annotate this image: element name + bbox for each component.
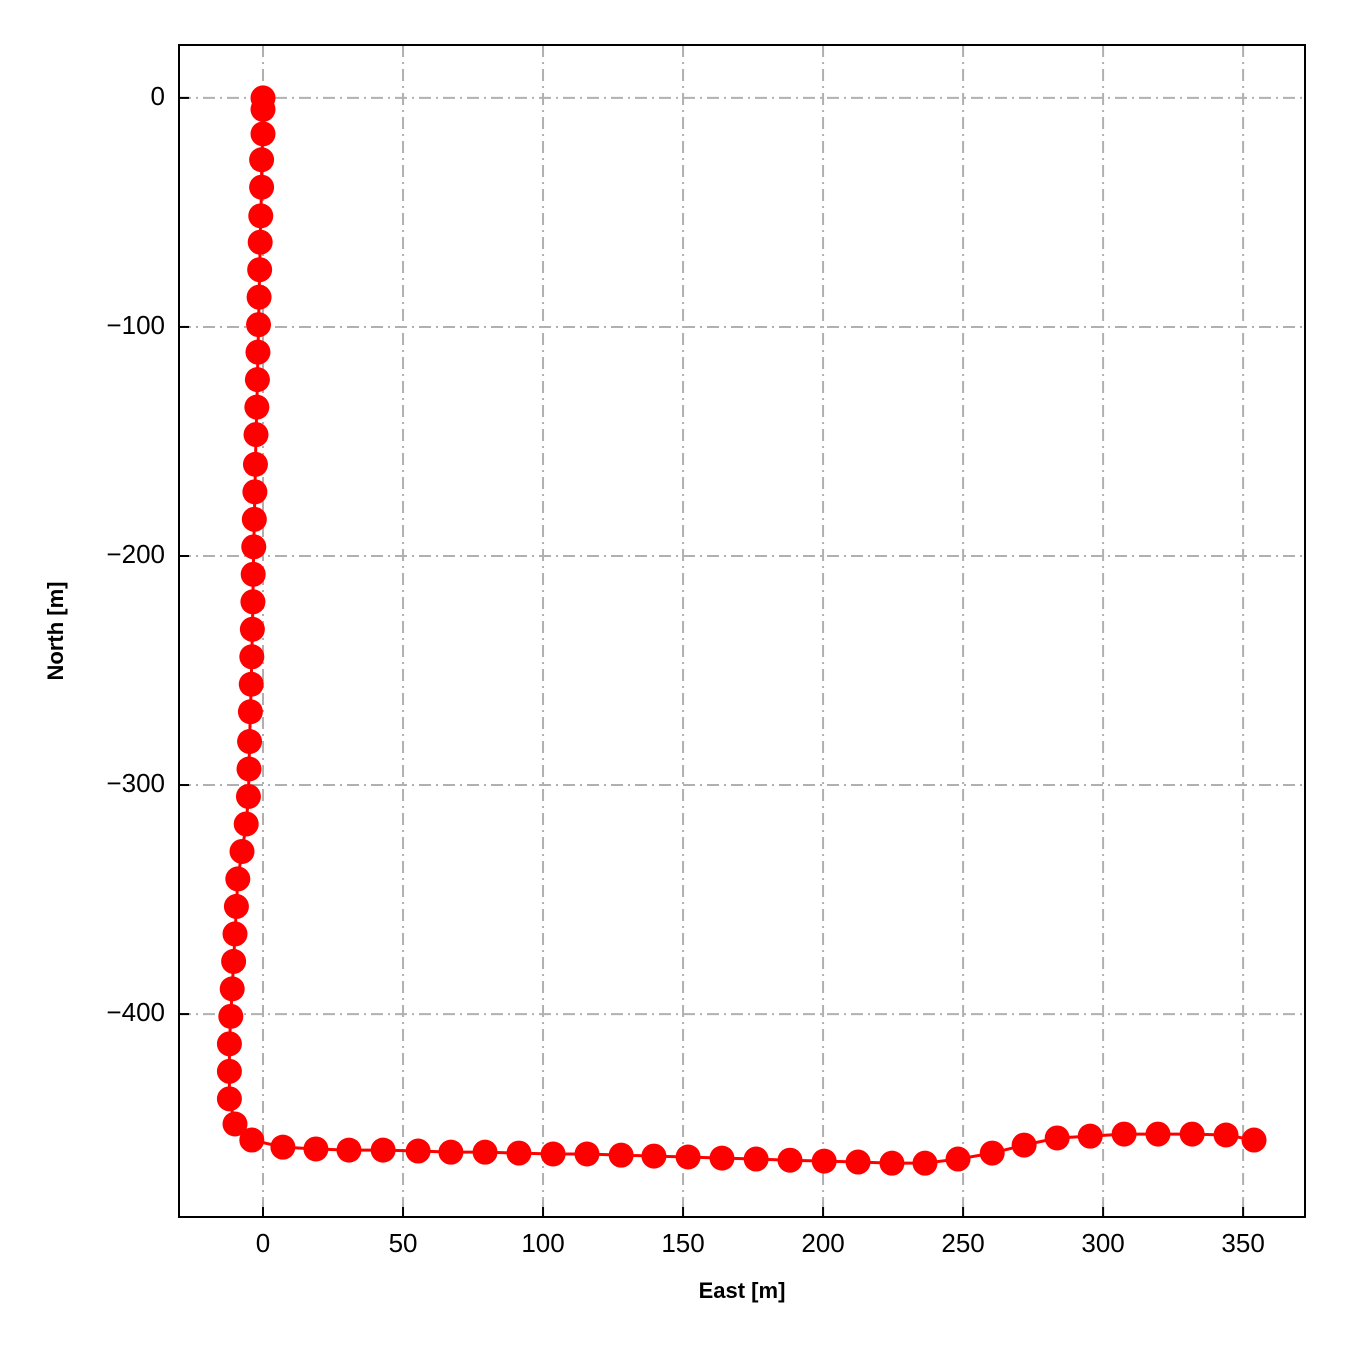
marker <box>239 644 265 670</box>
marker <box>879 1150 905 1176</box>
marker <box>244 367 270 393</box>
x-axis-label: East [m] <box>699 1278 786 1303</box>
y-tick-label: 0 <box>151 81 165 111</box>
y-tick-label: −300 <box>106 768 165 798</box>
line <box>227 97 1255 1165</box>
x-tick-label: 200 <box>801 1228 844 1258</box>
marker <box>222 1111 248 1137</box>
marker <box>250 121 276 147</box>
marker <box>1213 1122 1239 1148</box>
marker <box>238 671 264 697</box>
marker <box>1241 1127 1267 1153</box>
x-tick-label: 350 <box>1221 1228 1264 1258</box>
marker <box>641 1143 667 1169</box>
y-tick-label: −400 <box>106 997 165 1027</box>
marker <box>250 96 276 122</box>
marker <box>1011 1132 1037 1158</box>
marker <box>249 147 275 173</box>
marker <box>979 1140 1005 1166</box>
marker <box>243 422 269 448</box>
marker <box>912 1150 938 1176</box>
marker <box>216 1058 242 1084</box>
marker <box>270 1134 296 1160</box>
marker <box>608 1142 634 1168</box>
marker <box>237 699 263 725</box>
marker <box>225 866 251 892</box>
marker <box>1111 1121 1137 1147</box>
x-tick-label: 150 <box>661 1228 704 1258</box>
marker <box>303 1136 329 1162</box>
marker <box>239 1127 265 1153</box>
plot-frame <box>178 44 1306 1218</box>
x-tick-label: 300 <box>1081 1228 1124 1258</box>
marker <box>241 506 267 532</box>
marker <box>438 1139 464 1165</box>
marker <box>249 174 275 200</box>
marker <box>244 394 270 420</box>
marker <box>246 312 272 338</box>
marker <box>247 229 273 255</box>
marker <box>219 976 245 1002</box>
marker <box>216 1086 242 1112</box>
marker <box>1077 1123 1103 1149</box>
marker <box>405 1138 431 1164</box>
marker <box>247 257 273 283</box>
marker <box>709 1145 735 1171</box>
marker <box>236 756 262 782</box>
marker <box>370 1137 396 1163</box>
marker <box>945 1146 971 1172</box>
marker <box>845 1149 871 1175</box>
marker <box>472 1139 498 1165</box>
marker <box>222 921 248 947</box>
marker <box>239 616 265 642</box>
marker <box>811 1148 837 1174</box>
marker <box>237 729 263 755</box>
y-tick-label: −100 <box>106 310 165 340</box>
marker <box>241 534 267 560</box>
marker <box>216 1031 242 1057</box>
marker <box>245 339 271 365</box>
x-tick-label: 250 <box>941 1228 984 1258</box>
marker <box>1179 1121 1205 1147</box>
marker <box>540 1141 566 1167</box>
marker <box>235 783 261 809</box>
marker <box>233 811 259 837</box>
marker <box>218 1003 244 1029</box>
marker <box>574 1141 600 1167</box>
x-tick-label: 50 <box>389 1228 418 1258</box>
marker <box>1145 1121 1171 1147</box>
marker <box>743 1146 769 1172</box>
marker <box>1044 1125 1070 1151</box>
x-tick-label: 100 <box>521 1228 564 1258</box>
y-tick-label: −200 <box>106 539 165 569</box>
marker <box>240 561 266 587</box>
marker <box>240 589 266 615</box>
marker <box>336 1137 362 1163</box>
marker <box>242 451 268 477</box>
marker <box>242 479 268 505</box>
y-axis-label: North [m] <box>43 582 68 681</box>
marker <box>777 1147 803 1173</box>
marker <box>246 284 272 310</box>
x-tick-label: 0 <box>256 1228 270 1258</box>
marker <box>223 893 249 919</box>
marker <box>506 1140 532 1166</box>
marker <box>229 838 255 864</box>
marker <box>248 203 274 229</box>
marker <box>675 1144 701 1170</box>
marker <box>221 948 247 974</box>
